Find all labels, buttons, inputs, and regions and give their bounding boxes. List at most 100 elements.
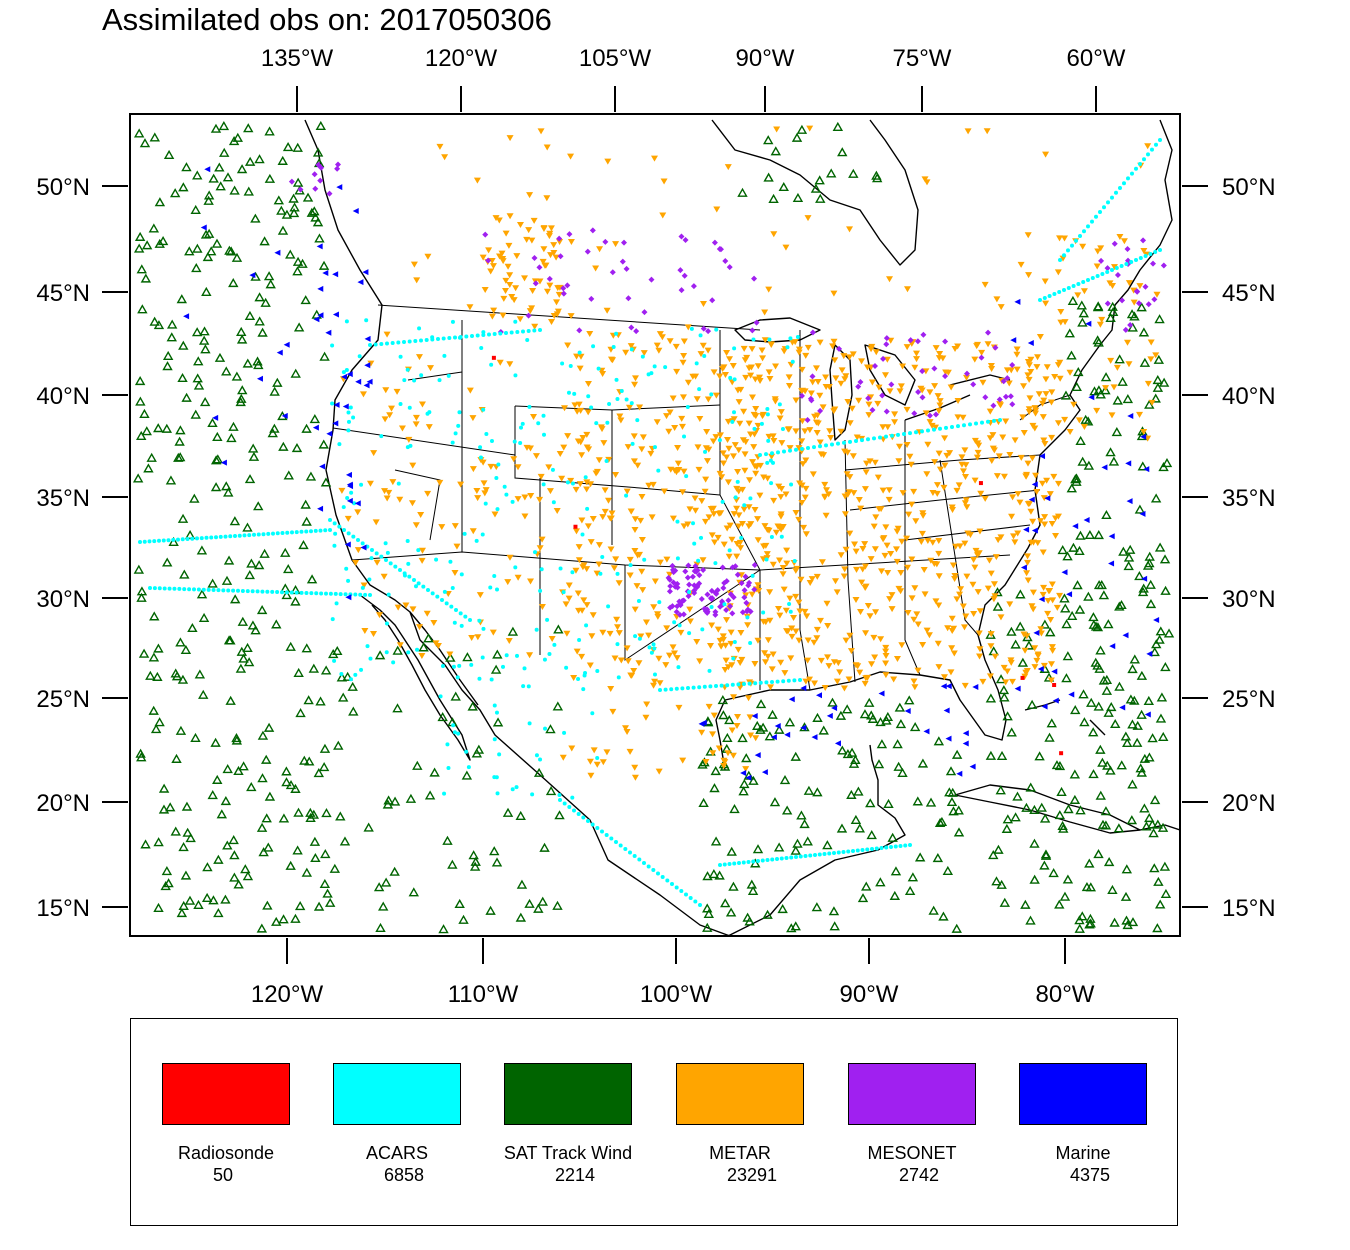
sat-track-wind-point [883,798,894,809]
acars-point [266,531,271,536]
sat-track-wind-point [184,246,195,256]
right-lat-label: 25°N [1222,686,1276,713]
sat-track-wind-point [264,173,276,183]
sat-track-wind-point [1149,794,1161,805]
acars-point [514,653,519,658]
acars-point [379,554,384,559]
metar-point [385,489,393,496]
sat-track-wind-point [1010,812,1021,822]
mesonet-point [311,171,318,178]
metar-point [1048,389,1056,396]
acars-point [787,601,792,606]
metar-point [768,453,776,460]
marine-point [345,594,352,601]
sat-track-wind-point [380,877,392,887]
acars-point [448,559,453,564]
mesonet-point [666,588,673,595]
acars-point [732,377,737,382]
sat-track-wind-point [152,671,163,681]
acars-point [908,843,912,847]
metar-point [738,656,746,663]
metar-point [882,524,890,531]
sat-track-wind-point [252,356,263,366]
sat-track-wind-point [554,810,565,820]
metar-point [813,635,821,642]
acars-point [581,815,586,820]
metar-point [832,375,840,382]
sat-track-wind-point [300,499,311,509]
metar-point [666,571,674,578]
metar-point [744,622,752,629]
marine-point [342,403,349,410]
metar-point [1070,401,1078,408]
metar-point [862,583,870,590]
sat-track-wind-point [887,832,898,842]
acars-point [157,586,162,591]
acars-point [242,533,247,538]
metar-point [567,153,575,160]
metar-point [1043,364,1051,371]
sat-track-wind-point [158,783,170,793]
acars-point [682,434,687,439]
sat-track-wind-point [545,786,557,796]
metar-point [1047,661,1055,668]
sat-track-wind-point [231,371,243,381]
metar-point [416,624,424,631]
metar-point [1041,514,1049,521]
acars-point [600,554,605,559]
sat-track-wind-point [934,817,946,828]
sat-track-wind-point [143,463,154,473]
acars-point [166,538,171,543]
metar-point [733,505,741,512]
metar-point [1047,399,1055,406]
marine-point [1101,464,1108,471]
mesonet-point [684,574,691,581]
acars-point [426,588,430,592]
mesonet-point [648,276,655,283]
metar-point [830,290,838,297]
sat-track-wind-point [1161,457,1173,468]
metar-point [774,606,782,613]
sat-track-wind-point [1078,689,1089,699]
sat-track-wind-point [269,386,280,396]
metar-point [964,128,972,135]
metar-point [872,609,880,616]
metar-point [599,514,607,521]
metar-point [987,631,995,638]
metar-point [547,225,555,232]
metar-point [1034,540,1042,547]
metar-point [631,381,639,388]
acars-point [1082,229,1086,234]
sat-track-wind-point [442,835,453,845]
acars-point [148,586,152,590]
metar-point [973,454,981,461]
sat-track-wind-point [264,791,276,801]
metar-point [806,125,814,132]
acars-point [752,426,757,431]
sat-track-wind-point [153,643,164,653]
metar-point [812,419,820,426]
metar-point [838,367,846,374]
metar-point [914,621,922,628]
sat-track-wind-point [1076,300,1087,310]
metar-point [813,430,821,437]
metar-point [793,565,801,572]
metar-point [767,684,775,691]
sat-track-wind-point [281,590,292,600]
acars-point [615,571,620,576]
metar-point [792,628,800,635]
metar-point [575,557,583,564]
acars-point [545,617,550,622]
mesonet-point [996,396,1003,403]
bottom-lon-label: 90°W [840,981,899,1008]
sat-track-wind-point [1109,917,1120,927]
mesonet-point [919,394,926,401]
metar-point [924,538,932,545]
sat-track-wind-point [1154,634,1165,644]
sat-track-wind-point [133,564,145,574]
sat-track-wind-point [1116,760,1127,770]
metar-point [692,507,700,514]
acars-point [728,375,733,380]
metar-point [645,632,653,639]
acars-point [405,538,410,543]
